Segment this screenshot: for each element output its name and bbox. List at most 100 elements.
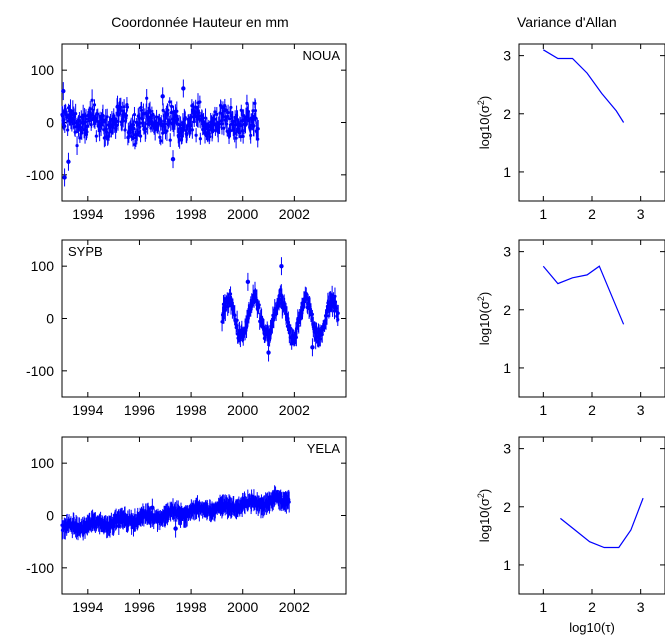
ylabel-superscript: 2 <box>476 493 486 498</box>
data-point <box>176 117 180 121</box>
data-point <box>254 116 258 120</box>
y-tick-label: 100 <box>31 258 55 274</box>
data-point <box>212 117 217 121</box>
data-point <box>73 130 77 134</box>
data-point <box>104 118 108 122</box>
x-tick-label: 2002 <box>279 402 310 418</box>
data-point <box>239 135 243 139</box>
outlier-point <box>160 94 165 99</box>
data-point <box>198 100 202 104</box>
outlier-point <box>62 175 67 180</box>
x-tick-label: 2002 <box>279 206 310 222</box>
data-point <box>301 306 305 310</box>
data-point <box>84 117 88 121</box>
x-tick-label: 1994 <box>72 402 103 418</box>
data-point <box>215 112 219 116</box>
allan-variance-line <box>542 49 625 123</box>
outlier-point <box>181 86 186 91</box>
data-point <box>163 122 167 126</box>
data-point <box>213 110 217 114</box>
y-tick-label: 3 <box>503 441 511 457</box>
data-point <box>222 126 226 130</box>
axes-box <box>518 43 665 202</box>
data-point <box>185 132 189 136</box>
data-point <box>253 108 257 113</box>
data-point <box>257 303 261 307</box>
data-point <box>310 312 314 316</box>
y-tick-label: 0 <box>46 311 54 327</box>
data-point <box>183 116 187 120</box>
data-point <box>235 318 239 322</box>
data-point <box>168 138 172 142</box>
data-point <box>122 105 126 109</box>
outlier-point <box>116 523 122 529</box>
outlier-point <box>150 505 155 510</box>
data-point <box>134 120 138 124</box>
data-point <box>320 332 324 337</box>
panel-3: 1994 1996 1998 2000 2002 100 0 -100 YELA <box>26 436 347 615</box>
data-point <box>168 100 172 104</box>
data-point <box>228 129 233 133</box>
data-point <box>220 122 224 126</box>
axes-box <box>518 436 665 595</box>
data-point <box>251 109 255 113</box>
x-tick-label: 2000 <box>227 206 258 222</box>
data-point <box>238 123 242 128</box>
x-tick-label: 2002 <box>279 599 310 615</box>
data-point <box>74 112 78 116</box>
outlier-point <box>66 159 71 164</box>
data-point <box>190 128 194 132</box>
data-point <box>132 112 137 117</box>
data-point <box>245 101 249 105</box>
x-tick-label: 1994 <box>72 599 103 615</box>
data-point <box>325 314 329 318</box>
x-tick-label: 3 <box>637 402 645 418</box>
data-point <box>323 326 327 330</box>
data-point <box>119 105 123 109</box>
data-point <box>154 115 159 119</box>
x-tick-label: 2 <box>588 206 596 222</box>
ylabel-superscript: 2 <box>476 296 486 301</box>
y-tick-label: 2 <box>503 499 511 515</box>
data-point <box>194 133 198 137</box>
y-tick-label: 0 <box>46 508 54 524</box>
data-point <box>225 122 229 126</box>
y-tick-label: 1 <box>503 164 511 180</box>
data-point <box>165 129 169 133</box>
data-point <box>88 107 92 111</box>
x-tick-label: 2 <box>588 402 596 418</box>
data-point <box>234 136 238 140</box>
data-point <box>124 113 129 118</box>
data-point <box>161 108 165 112</box>
data-point <box>336 311 340 315</box>
x-tick-label: 2000 <box>227 402 258 418</box>
outlier-point <box>173 526 178 531</box>
data-point <box>228 292 233 296</box>
x-tick-label: 2 <box>588 599 596 615</box>
x-tick-label: 1998 <box>176 206 207 222</box>
outlier-point <box>170 156 176 162</box>
data-point <box>159 139 163 143</box>
data-point <box>125 105 130 109</box>
data-point <box>332 309 337 313</box>
data-point <box>145 96 149 100</box>
y-axis-label: log10(σ2) <box>476 489 492 543</box>
outlier-point <box>245 279 251 285</box>
outlier-point <box>61 88 66 94</box>
allan-variance-line <box>560 497 644 549</box>
axes-box <box>518 239 665 398</box>
x-tick-label: 1 <box>539 206 547 222</box>
data-point <box>252 124 256 128</box>
x-tick-label: 3 <box>637 206 645 222</box>
data-point <box>92 103 97 107</box>
data-points <box>60 79 260 187</box>
y-axis-label: log10(σ2) <box>476 96 492 150</box>
data-point <box>318 337 322 341</box>
data-point <box>221 106 225 110</box>
ylabel-base: log10(σ <box>477 498 492 542</box>
y-tick-label: 3 <box>503 48 511 64</box>
station-label: YELA <box>307 441 341 456</box>
data-point <box>249 133 253 138</box>
axes-box <box>61 239 347 398</box>
data-points <box>60 485 291 541</box>
